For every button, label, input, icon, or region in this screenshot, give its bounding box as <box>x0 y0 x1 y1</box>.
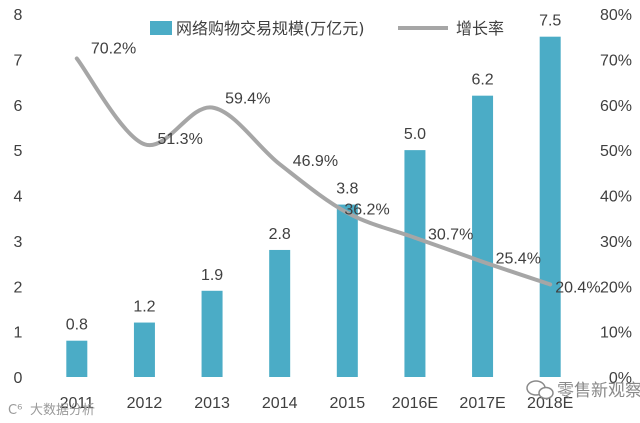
growth-label-2015: 36.2% <box>344 202 389 219</box>
growth-label-2017E: 25.4% <box>496 251 541 268</box>
right-tick-50%: 50% <box>600 143 632 160</box>
right-tick-40%: 40% <box>600 189 632 206</box>
bar-2018E <box>539 36 561 377</box>
right-tick-0%: 0% <box>609 370 632 387</box>
right-tick-60%: 60% <box>600 98 632 115</box>
right-axis: 0% 10% 20% 30% 40% 50% 60% 70% 80% <box>600 7 632 387</box>
bar-2014 <box>269 249 291 377</box>
left-tick-3: 3 <box>14 234 23 251</box>
x-tick-2011: 2011 <box>60 395 95 412</box>
bar-2015 <box>336 204 358 377</box>
left-axis: 0 1 2 3 4 5 6 7 8 <box>14 7 23 387</box>
left-tick-7: 7 <box>14 52 23 69</box>
bar-label-2017E: 6.2 <box>471 72 493 89</box>
bar-2017E <box>472 95 494 378</box>
growth-line-series <box>74 56 553 287</box>
left-tick-4: 4 <box>14 189 23 206</box>
left-tick-1: 1 <box>14 325 23 342</box>
growth-label-2013: 59.4% <box>225 90 270 107</box>
bar-label-2014: 2.8 <box>269 226 291 243</box>
x-tick-2017E: 2017E <box>459 395 505 412</box>
right-tick-30%: 30% <box>600 234 632 251</box>
legend-line-label: 增长率 <box>456 19 504 38</box>
bar-label-2016E: 5.0 <box>404 126 426 143</box>
right-tick-70%: 70% <box>600 52 632 69</box>
bar-2012 <box>133 322 155 377</box>
legend-bar-swatch <box>150 21 172 35</box>
bar-2016E <box>404 150 426 377</box>
bar-2011 <box>66 340 88 377</box>
x-tick-2018E: 2018E <box>527 395 573 412</box>
bar-label-2015: 3.8 <box>336 181 358 198</box>
left-tick-2: 2 <box>14 279 23 296</box>
left-tick-8: 8 <box>14 7 23 24</box>
watermark-right-text: 零售新观察 <box>557 381 640 401</box>
right-tick-20%: 20% <box>600 279 632 296</box>
growth-value-labels: 70.2% 51.3% 59.4% 46.9% 36.2% 30.7% 25.4% 20.4% <box>91 40 601 296</box>
bar-label-2011: 0.8 <box>66 317 88 334</box>
left-tick-6: 6 <box>14 98 23 115</box>
left-tick-5: 5 <box>14 143 23 160</box>
bar-label-2018E: 7.5 <box>539 13 561 30</box>
growth-label-2018E: 20.4% <box>555 279 600 296</box>
bar-value-labels: 0.8 1.2 1.9 2.8 3.8 5.0 6.2 7.5 <box>66 13 562 334</box>
growth-label-2012: 51.3% <box>157 131 202 148</box>
watermark-logo-mark: C⁶ <box>8 403 22 418</box>
bar-2013 <box>201 290 223 377</box>
legend: 网络购物交易规模(万亿元) 增长率 <box>150 19 504 38</box>
watermark-left-text: 大数据分析 <box>30 403 95 418</box>
bar-label-2012: 1.2 <box>133 299 155 316</box>
right-tick-10%: 10% <box>600 325 632 342</box>
bar-label-2013: 1.9 <box>201 267 223 284</box>
growth-label-2014: 46.9% <box>293 153 338 170</box>
bar-series <box>66 36 561 378</box>
watermark-right: 零售新观察 <box>526 380 640 401</box>
left-tick-0: 0 <box>14 370 23 387</box>
x-tick-2014: 2014 <box>262 395 298 412</box>
right-tick-80%: 80% <box>600 7 632 24</box>
x-tick-2016E: 2016E <box>392 395 438 412</box>
x-tick-2013: 2013 <box>194 395 230 412</box>
growth-label-2011: 70.2% <box>91 40 136 57</box>
legend-bar-label: 网络购物交易规模(万亿元) <box>176 19 365 38</box>
growth-label-2016E: 30.7% <box>428 227 473 244</box>
wechat-icon <box>526 380 554 400</box>
x-tick-2015: 2015 <box>330 395 366 412</box>
watermark-left: C⁶ 大数据分析 <box>8 403 95 418</box>
x-tick-2012: 2012 <box>127 395 163 412</box>
x-axis: 2011 2012 2013 2014 2015 2016E 2017E 2018E <box>60 395 574 412</box>
